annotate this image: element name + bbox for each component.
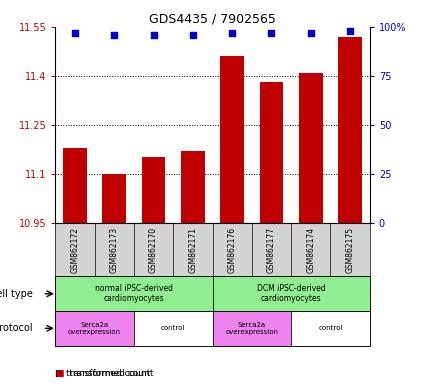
Text: GSM862172: GSM862172 (71, 227, 79, 273)
Text: GSM862170: GSM862170 (149, 227, 158, 273)
Text: GSM862173: GSM862173 (110, 227, 119, 273)
Point (190, 31, 196, 38)
Bar (212, 311, 291, 346)
Text: GSM862176: GSM862176 (228, 227, 237, 273)
Text: ■: ■ (55, 369, 64, 377)
Text: cell type: cell type (0, 289, 33, 299)
Point (347, 28, 354, 34)
Point (229, 30, 235, 36)
Point (111, 31, 118, 38)
Text: ■  transformed count: ■ transformed count (55, 369, 154, 377)
Bar (55, 276, 212, 311)
Text: GSM862174: GSM862174 (306, 227, 315, 273)
Text: DCM iPSC-derived
cardiomyocytes: DCM iPSC-derived cardiomyocytes (257, 284, 326, 303)
Bar (212, 276, 370, 311)
Point (307, 30, 314, 36)
Title: GDS4435 / 7902565: GDS4435 / 7902565 (149, 13, 276, 26)
Bar (134, 311, 212, 346)
Text: Serca2a
overexpression: Serca2a overexpression (225, 322, 278, 335)
Text: Serca2a
overexpression: Serca2a overexpression (68, 322, 121, 335)
Bar (291, 311, 370, 346)
Bar (260, 83, 283, 223)
Text: normal iPSC-derived
cardiomyocytes: normal iPSC-derived cardiomyocytes (95, 284, 173, 303)
Bar (142, 157, 165, 223)
Point (268, 30, 275, 36)
Bar (102, 174, 126, 223)
Point (71, 30, 78, 36)
Text: transformed count: transformed count (66, 369, 150, 377)
Bar (181, 151, 204, 223)
Bar (220, 56, 244, 223)
Bar (338, 37, 362, 223)
Bar (55, 311, 134, 346)
Point (150, 31, 157, 38)
Text: GSM862177: GSM862177 (267, 227, 276, 273)
Bar (63, 148, 87, 223)
Text: control: control (161, 325, 185, 331)
Text: control: control (318, 325, 343, 331)
Text: GSM862171: GSM862171 (188, 227, 197, 273)
Text: GSM862175: GSM862175 (346, 227, 354, 273)
Bar (299, 73, 323, 223)
Text: protocol: protocol (0, 323, 33, 333)
